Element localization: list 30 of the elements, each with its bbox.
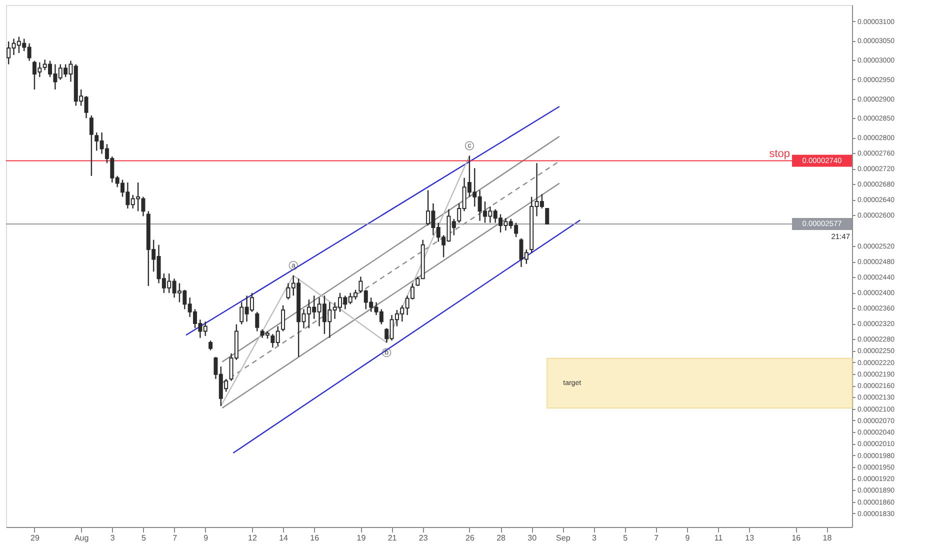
x-tick-label: 3 [592, 534, 598, 542]
x-tick-label: Aug [74, 534, 89, 542]
x-tick-label: 7 [654, 534, 660, 542]
x-tick-label: 21 [388, 534, 398, 542]
x-tick-label: 29 [30, 534, 40, 542]
ref-line-label: stop [769, 148, 790, 160]
x-tick-label: 5 [623, 534, 628, 542]
candlestick [545, 208, 550, 224]
x-tick-label: 5 [142, 534, 146, 542]
candlestick [255, 311, 260, 332]
x-tick-label: 11 [714, 534, 724, 542]
x-tick-label: 9 [204, 534, 209, 542]
x-tick-label: 30 [528, 534, 538, 542]
x-tick-label: 23 [418, 534, 428, 542]
x-tick-label: 13 [745, 534, 755, 542]
x-tick-label: 9 [685, 534, 690, 542]
x-tick-label: 7 [172, 534, 178, 542]
x-tick-label: 19 [356, 534, 366, 542]
x-tick-label: 16 [792, 534, 802, 542]
x-tick-label: 18 [822, 534, 832, 542]
x-tick-label: 14 [279, 534, 289, 542]
x-tick-label: Sep [556, 534, 571, 542]
x-tick-label: 3 [110, 534, 116, 542]
candlestick [208, 340, 213, 351]
x-tick-label: 16 [310, 534, 320, 542]
candlestick [89, 114, 94, 176]
candlestick [281, 304, 286, 332]
x-tick-label: 12 [248, 534, 258, 542]
x-tick-label: 26 [466, 534, 475, 542]
x-tick-label: 28 [496, 534, 506, 542]
